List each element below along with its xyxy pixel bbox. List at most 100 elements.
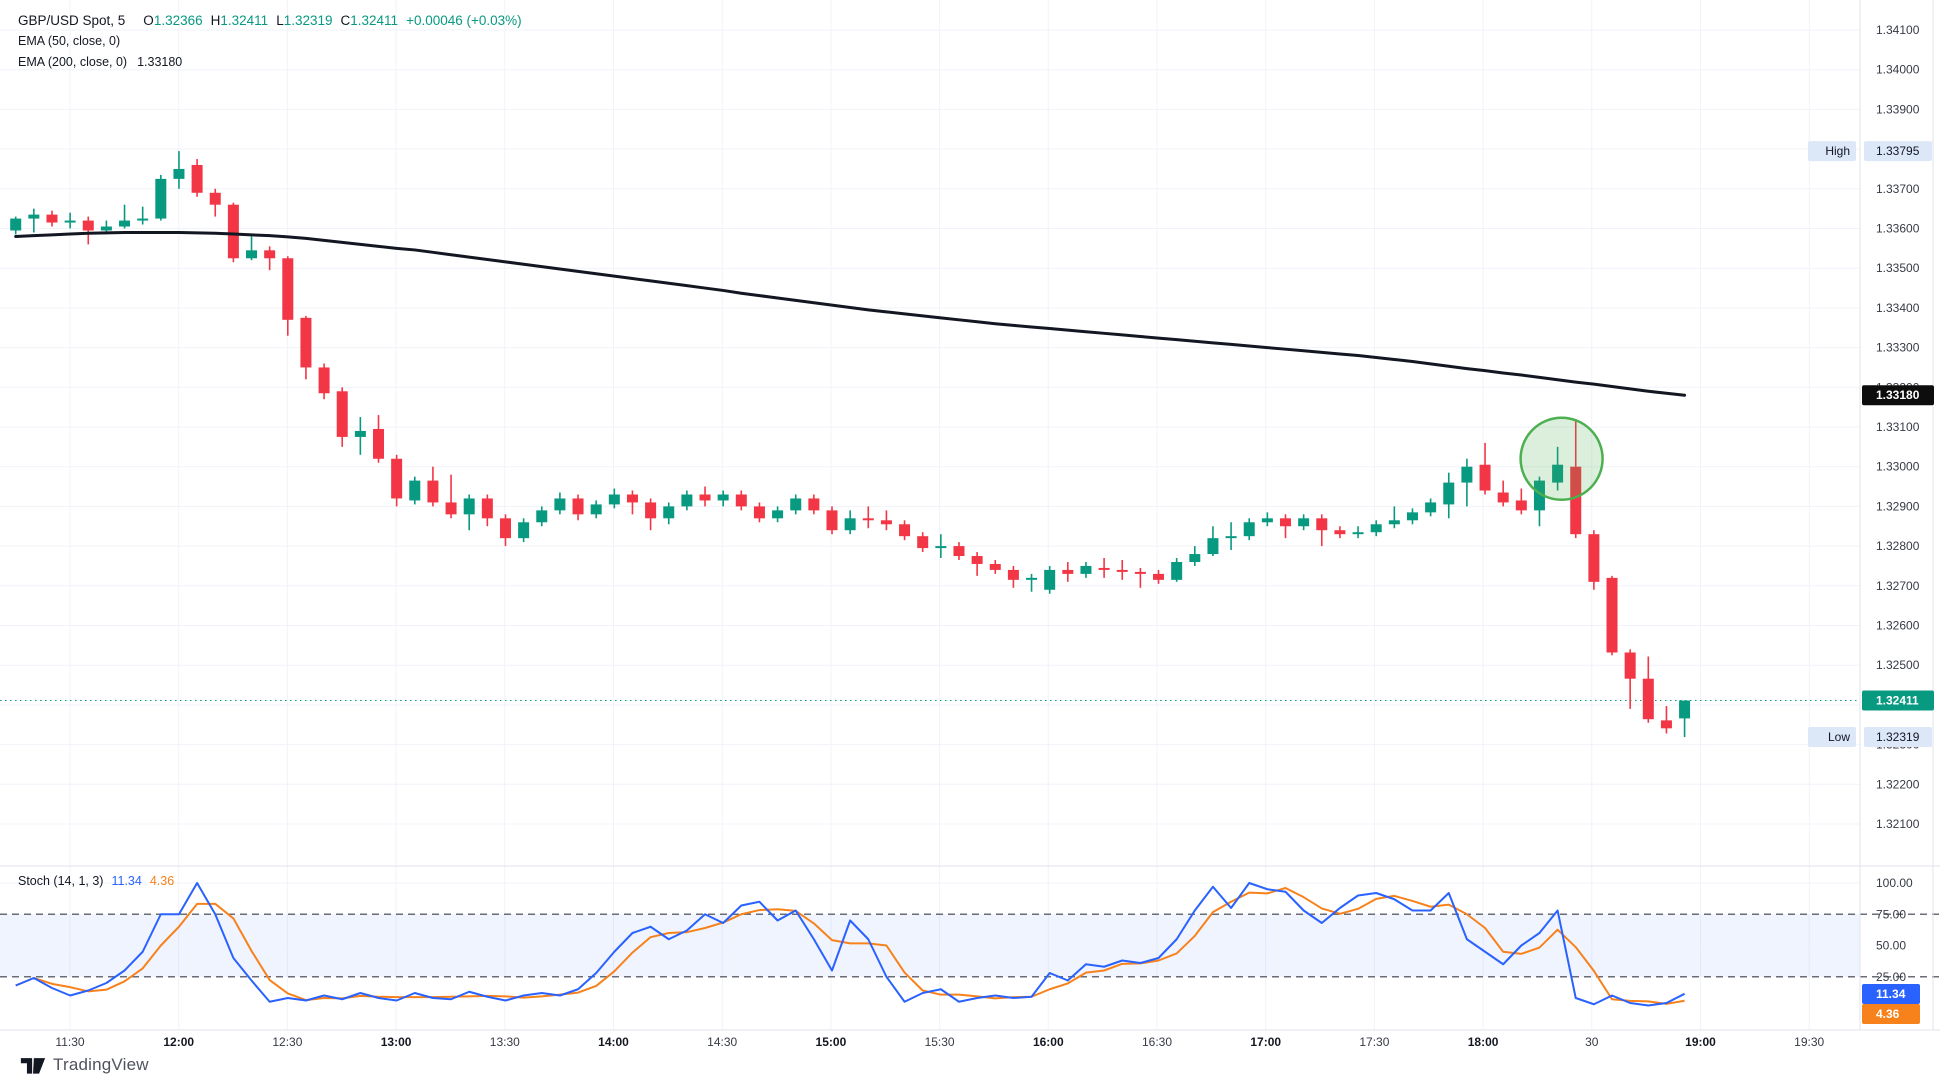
candle-body [1189, 554, 1201, 562]
close-price-badge [1862, 690, 1934, 711]
candle-body [1461, 466, 1473, 483]
candle-body [227, 204, 239, 259]
candle-body [663, 506, 675, 519]
open-value: 1.32366 [153, 13, 203, 28]
ema200-legend-row[interactable]: EMA (200, close, 0) 1.33180 [18, 52, 522, 73]
candle-body [1062, 569, 1074, 574]
tradingview-logo-icon [20, 1058, 46, 1074]
symbol-legend[interactable]: GBP/USD Spot, 5 O1.32366 H1.32411 L1.32319 C… [18, 10, 522, 73]
candle-body [1660, 720, 1672, 729]
high-label: H [210, 13, 221, 28]
candle-body [100, 226, 112, 231]
time-axis[interactable]: 11:30 12:00 12:30 13:00 13:30 14:00 14:30 15:00… [55, 1035, 1824, 1049]
candle-body [481, 498, 493, 519]
candle-body [1026, 577, 1038, 580]
candle-body [1334, 530, 1346, 535]
candle-body [1116, 569, 1128, 572]
low-value: 1.32319 [283, 13, 333, 28]
candle-body [699, 494, 711, 501]
stoch-d-badge [1862, 1004, 1920, 1024]
candle-body [989, 563, 1001, 570]
price-tick-label: 1.34000 [1876, 63, 1920, 77]
candle-body [1243, 522, 1255, 537]
price-tick-label: 1.33700 [1876, 182, 1920, 196]
candle-body [572, 498, 584, 515]
price-tick-label: 1.32100 [1876, 817, 1920, 831]
candle-body [1153, 573, 1165, 580]
price-tick-label: 1.33100 [1876, 420, 1920, 434]
candle-body [445, 502, 457, 515]
ema-value-badge [1862, 385, 1934, 406]
candle-body [1080, 565, 1092, 574]
candle-body [1624, 652, 1636, 679]
candle-body [1134, 571, 1146, 574]
time-tick-label: 12:30 [272, 1035, 302, 1049]
ema50-label: EMA (50, close, 0) [18, 34, 121, 48]
ema50-legend-row[interactable]: EMA (50, close, 0) [18, 31, 522, 52]
time-tick-label: 17:30 [1359, 1035, 1389, 1049]
gridlines [0, 0, 1860, 1030]
symbol-row[interactable]: GBP/USD Spot, 5 O1.32366 H1.32411 L1.32319 C… [18, 10, 522, 31]
price-tick-label: 1.32200 [1876, 777, 1920, 791]
candle-body [499, 518, 511, 539]
price-tick-label: 1.33000 [1876, 460, 1920, 474]
candle-body [880, 520, 892, 525]
stoch-k-value: 11.34 [111, 874, 142, 888]
candle-body [681, 494, 693, 507]
candle-body [917, 536, 929, 549]
highlight-circle[interactable] [1519, 416, 1604, 502]
candle-body [808, 498, 820, 511]
candle-body [626, 494, 638, 503]
candle-body [1098, 567, 1110, 570]
candle-body [1225, 536, 1237, 539]
candle-body [28, 214, 40, 219]
stoch-title: Stoch (14, 1, 3) [18, 874, 104, 888]
stoch-tick-label: 50.00 [1876, 939, 1906, 953]
candle-body [119, 220, 131, 227]
time-tick-label: 14:30 [707, 1035, 737, 1049]
symbol-title: GBP/USD Spot, 5 [18, 13, 126, 28]
time-tick-label: 12:00 [163, 1035, 194, 1049]
candle-body [1479, 464, 1491, 491]
candle-body [1280, 518, 1291, 527]
candle-body [1261, 518, 1273, 523]
price-tick-label: 1.34100 [1876, 23, 1920, 37]
stoch-k-badge [1862, 984, 1920, 1004]
high-price-label-chip [1808, 141, 1856, 162]
candle-body [826, 510, 838, 531]
candle-body [1606, 577, 1618, 653]
low-price-label-chip [1808, 727, 1856, 748]
candle-body [173, 168, 185, 179]
close-label: C [340, 13, 351, 28]
candle-body [1207, 538, 1219, 555]
time-tick-label: 16:30 [1142, 1035, 1172, 1049]
open-label: O [143, 13, 154, 28]
low-price-label-text: Low [1828, 730, 1850, 744]
candle-body [155, 178, 167, 219]
change-value: +0.00046 (+0.03%) [406, 13, 522, 28]
tradingview-logo-link[interactable]: TradingView [20, 1054, 149, 1076]
high-price-label-text: High [1825, 144, 1850, 158]
candle-body [844, 518, 856, 531]
candle-body [64, 220, 76, 223]
high-price-label-value: 1.33795 [1876, 144, 1920, 158]
stoch-d-badge-text: 4.36 [1876, 1007, 1900, 1021]
candle-body [427, 480, 439, 503]
price-tick-label: 1.32600 [1876, 619, 1920, 633]
stoch-legend-row[interactable]: Stoch (14, 1, 3) 11.34 4.36 [18, 874, 174, 888]
candle-body [1642, 678, 1654, 720]
candle-body [246, 250, 258, 259]
candle-body [608, 494, 620, 505]
ema200-label: EMA (200, close, 0) [18, 55, 128, 69]
candle-body [753, 506, 765, 519]
low-label: L [276, 13, 284, 28]
candle-body [790, 498, 802, 511]
price-axis[interactable]: 1.341001.340001.339001.338001.337001.336… [1808, 23, 1934, 1024]
time-tick-label: 19:00 [1685, 1035, 1716, 1049]
candle-body [772, 510, 784, 519]
candle-body [1552, 464, 1564, 483]
candle-body [1425, 502, 1437, 513]
candle-body [46, 214, 58, 223]
price-tick-label: 1.33400 [1876, 301, 1920, 315]
